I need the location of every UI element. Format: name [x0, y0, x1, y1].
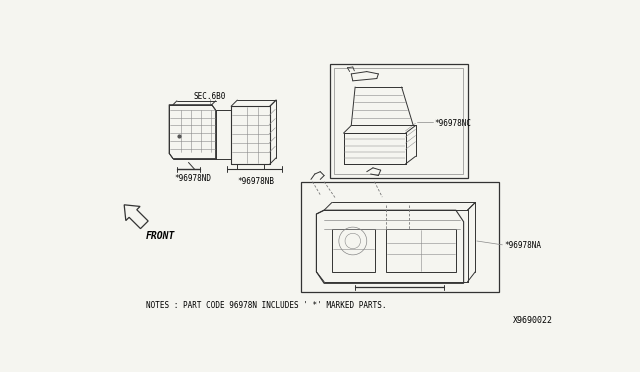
Text: *96978NC: *96978NC: [434, 119, 471, 128]
Bar: [334, 68, 463, 174]
Text: NOTES : PART CODE 96978N INCLUDES ' *' MARKED PARTS.: NOTES : PART CODE 96978N INCLUDES ' *' M…: [146, 301, 387, 310]
Polygon shape: [316, 210, 463, 283]
Bar: [330, 64, 467, 178]
Polygon shape: [124, 205, 148, 229]
Text: FRONT: FRONT: [146, 231, 175, 241]
Text: *96978ND: *96978ND: [175, 174, 212, 183]
Polygon shape: [169, 105, 216, 158]
Bar: [332, 230, 374, 272]
Bar: [386, 230, 456, 272]
Text: *96978NA: *96978NA: [504, 241, 541, 250]
Text: SEC.6B0: SEC.6B0: [194, 92, 227, 102]
Text: X9690022: X9690022: [513, 316, 552, 325]
Bar: [301, 182, 499, 292]
Text: *96978NB: *96978NB: [237, 177, 275, 186]
Polygon shape: [344, 133, 406, 164]
